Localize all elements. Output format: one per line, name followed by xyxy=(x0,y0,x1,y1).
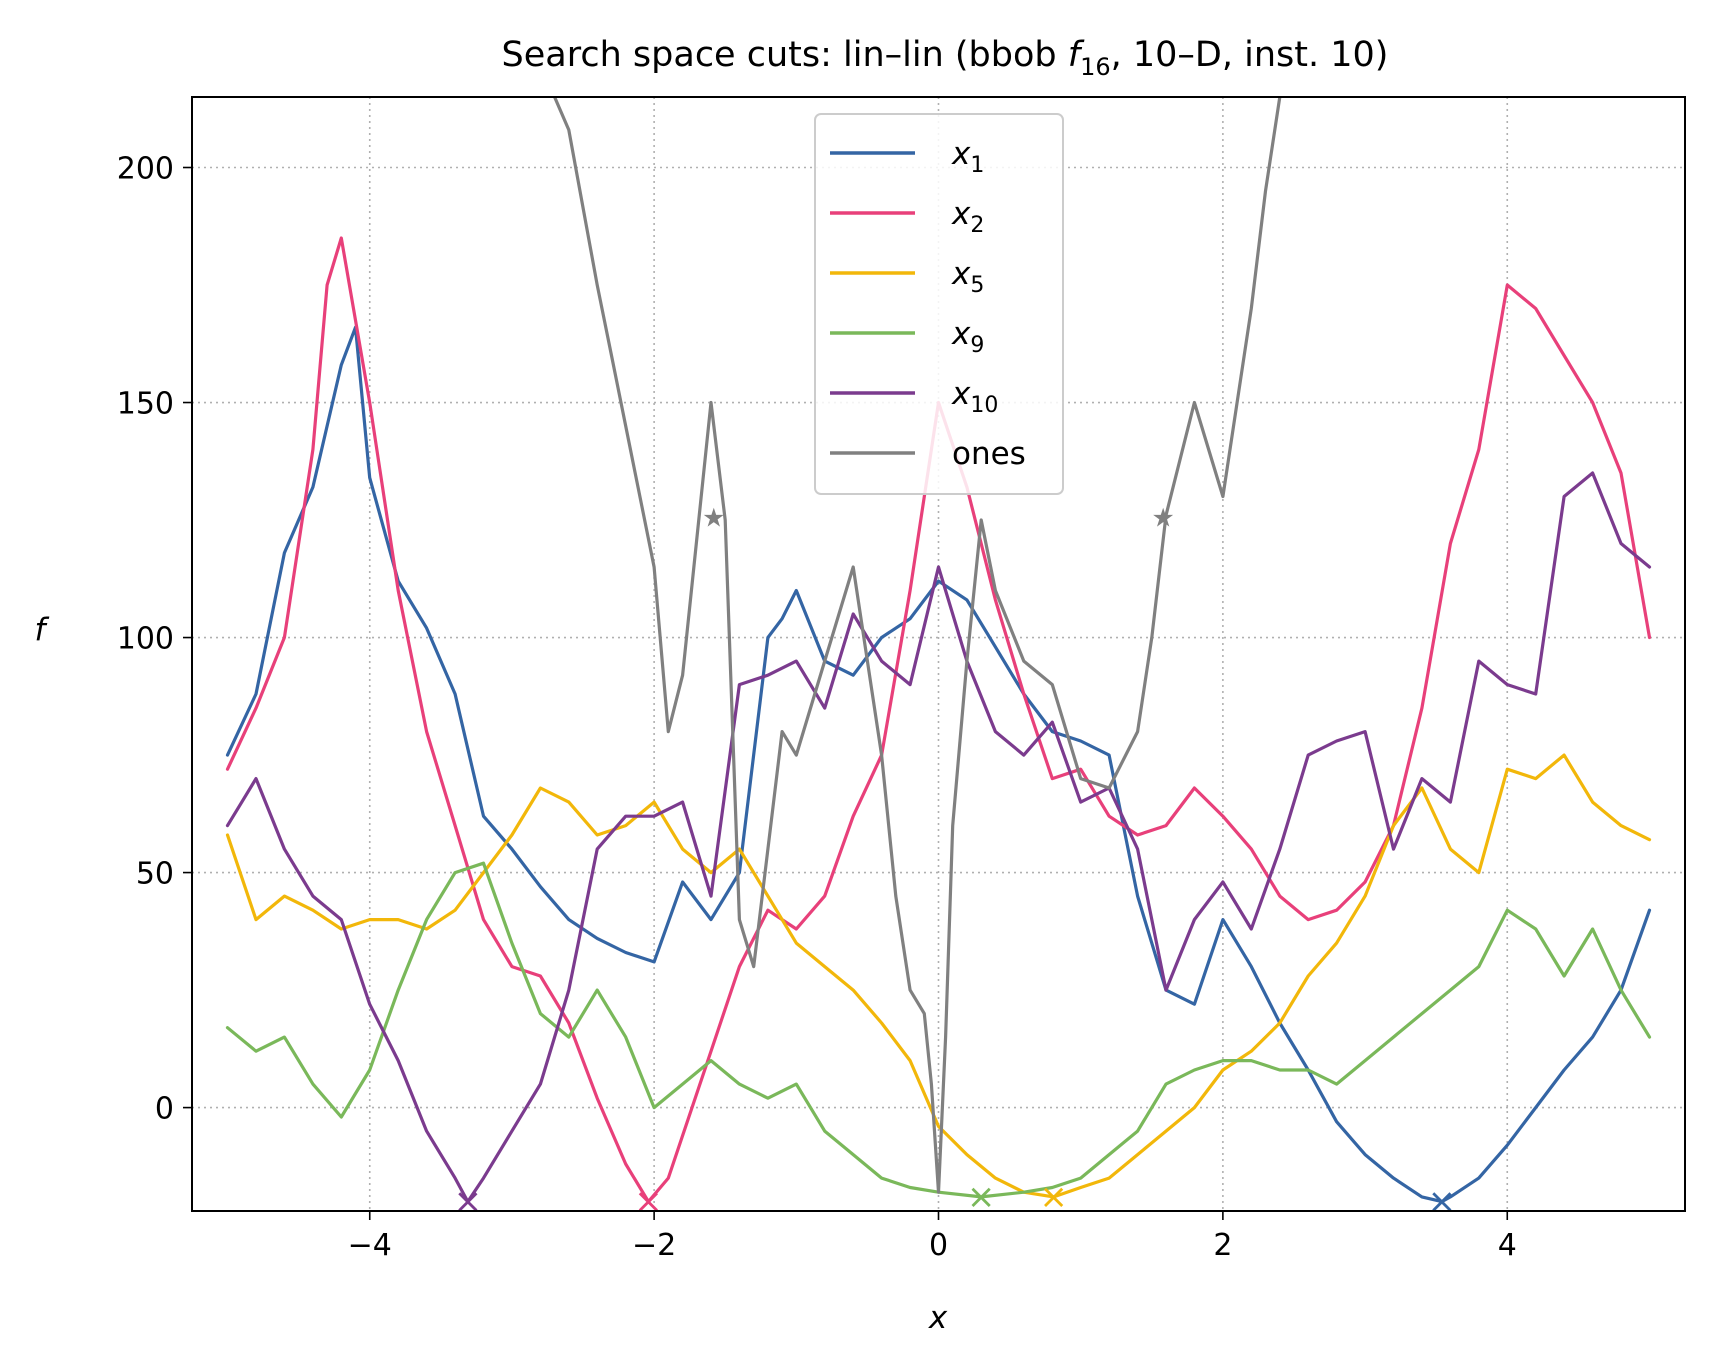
x-tick-label: 4 xyxy=(1498,1228,1517,1263)
plot-area: × × × × × ★ ★ xyxy=(225,97,1652,1222)
legend-entry: x5 xyxy=(951,256,984,298)
x-axis-label: x xyxy=(928,1300,948,1336)
marker-layer: × × × × × ★ ★ xyxy=(454,503,1457,1222)
series-line-x10 xyxy=(225,471,1652,1204)
x-tick-label: 2 xyxy=(1213,1228,1232,1263)
legend-box xyxy=(814,113,1064,495)
legend-entry: x1 xyxy=(951,136,984,178)
y-tick-label: 200 xyxy=(117,152,174,187)
star-marker: ★ xyxy=(702,503,725,533)
chart-title: Search space cuts: lin–lin (bbob f16, 10… xyxy=(502,35,1389,81)
legend-entry: x10 xyxy=(951,376,998,418)
x-tick-label: −4 xyxy=(348,1228,392,1263)
ticks: −4 −2 0 2 4 0 50 100 150 200 xyxy=(117,152,1517,1263)
x-tick-label: 0 xyxy=(929,1228,948,1263)
minimum-marker: × xyxy=(1039,1177,1068,1217)
y-tick-label: 100 xyxy=(117,622,174,657)
minimum-marker: × xyxy=(1428,1182,1457,1222)
series-layer xyxy=(225,97,1652,1204)
star-marker: ★ xyxy=(1152,503,1175,533)
y-tick-label: 0 xyxy=(155,1092,174,1127)
legend-entry: ones xyxy=(952,436,1026,472)
legend: x1 x2 x5 x9 x10 ones xyxy=(814,113,1064,495)
minimum-marker: × xyxy=(634,1182,663,1222)
minimum-marker: × xyxy=(967,1177,996,1217)
y-tick-label: 150 xyxy=(117,387,174,422)
series-line-x1 xyxy=(225,325,1652,1204)
series-line-x2 xyxy=(225,236,1652,1204)
series-line-ones xyxy=(552,97,1282,1194)
y-tick-label: 50 xyxy=(136,857,174,892)
legend-entry: x2 xyxy=(951,196,984,238)
legend-entry: x9 xyxy=(951,316,984,358)
minimum-marker: × xyxy=(454,1182,483,1222)
series-line-x9 xyxy=(225,861,1652,1199)
x-tick-label: −2 xyxy=(632,1228,676,1263)
